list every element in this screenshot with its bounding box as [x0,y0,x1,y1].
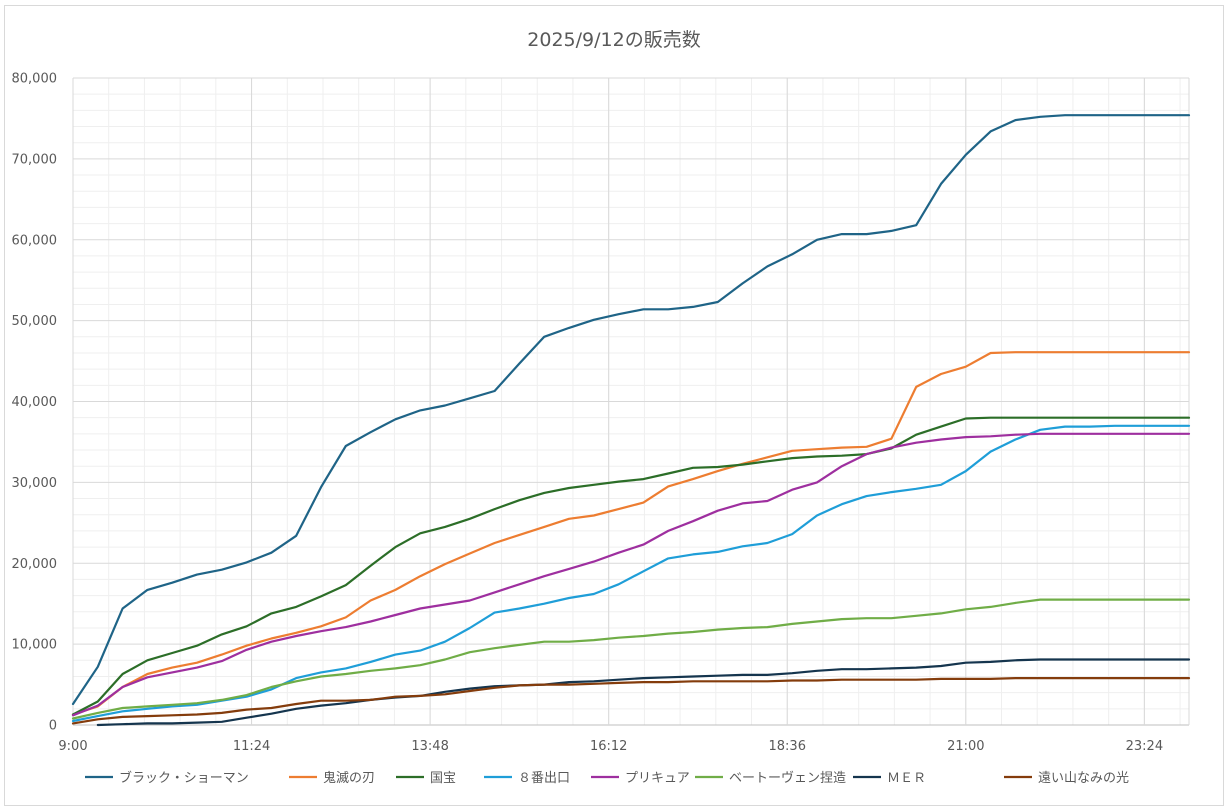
series-line-1 [71,114,1191,706]
x-tick-label: 16:12 [590,739,627,754]
y-tick-label: 0 [49,719,57,734]
legend-label: ベートーヴェン捏造 [729,770,846,786]
y-tick-label: 30,000 [12,476,58,491]
y-tick-label: 60,000 [12,233,58,248]
series-line-5 [71,432,1191,717]
legend-label: 遠い山なみの光 [1038,771,1129,786]
series-line-4 [71,424,1191,723]
series-line-2 [71,351,1191,716]
legend-label: プリキュア [625,771,690,786]
series-line-3 [71,416,1191,716]
chart-frame: 2025/9/12の販売数 0 10,000 20,000 30,000 40,000 5… [4,5,1224,806]
y-tick-label: 10,000 [12,638,58,653]
y-axis-tick-labels: 0 10,000 20,000 30,000 40,000 50,000 60,000 70,… [12,72,58,734]
x-tick-label: 9:00 [58,739,87,754]
series-line-6 [71,598,1191,720]
legend-label: 鬼滅の刃 [323,770,375,786]
y-tick-label: 20,000 [12,557,58,572]
series-lines [71,114,1191,727]
x-tick-label: 11:24 [233,739,270,754]
major-gridlines [72,77,1190,726]
series-line-7 [96,658,1191,727]
legend-label: ８番出口 [518,771,570,786]
y-tick-label: 70,000 [12,152,58,167]
y-tick-label: 50,000 [12,314,58,329]
x-tick-label: 21:00 [947,739,984,754]
y-tick-label: 40,000 [12,395,58,410]
legend-label: 国宝 [430,771,456,786]
x-tick-label: 23:24 [1126,739,1163,754]
x-axis-tick-labels: 9:00 11:24 13:48 16:12 18:36 21:00 23:24 [58,739,1163,754]
x-tick-label: 18:36 [769,739,806,754]
x-tick-label: 13:48 [411,739,448,754]
y-tick-label: 80,000 [12,72,58,87]
legend-label: ＭＥＲ [887,771,926,786]
series-line-8 [71,677,1191,725]
chart-title: 2025/9/12の販売数 [527,29,700,51]
legend-label: ブラック・ショーマン [119,770,249,786]
line-chart: 2025/9/12の販売数 0 10,000 20,000 30,000 40,000 5… [12,29,1191,786]
legend: ブラック・ショーマン 鬼滅の刃 国宝 ８番出口 プリキュア ベートーヴェン捏造 ＭＥＲ 遠い山… [85,770,1129,786]
